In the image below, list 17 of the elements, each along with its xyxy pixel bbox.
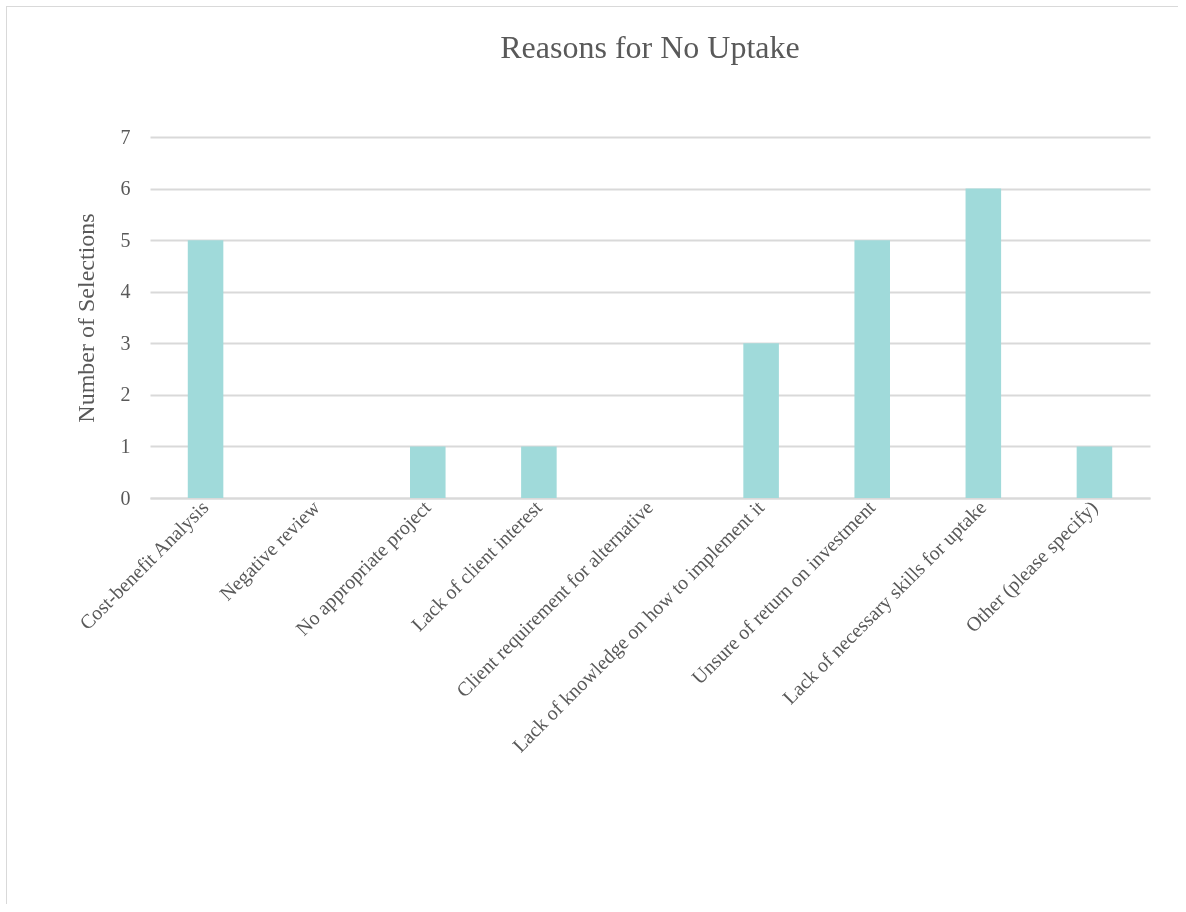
bar	[187, 240, 224, 498]
y-tick-label: 7	[120, 125, 131, 148]
y-tick-label: 3	[120, 331, 131, 354]
bar	[521, 446, 557, 498]
bar	[965, 188, 1002, 498]
bar	[743, 343, 779, 498]
bar	[854, 240, 890, 498]
y-tick-label: 5	[120, 228, 131, 251]
y-tick-label: 1	[120, 434, 131, 457]
bar	[1076, 446, 1113, 498]
y-tick-label: 0	[120, 486, 131, 509]
y-tick-label: 4	[120, 280, 131, 303]
y-tick-label: 6	[120, 177, 131, 200]
chart-title: Reasons for No Uptake	[500, 29, 800, 65]
bar	[410, 446, 446, 498]
y-tick-label: 2	[120, 383, 131, 406]
y-axis-title: Number of Selections	[72, 213, 99, 423]
